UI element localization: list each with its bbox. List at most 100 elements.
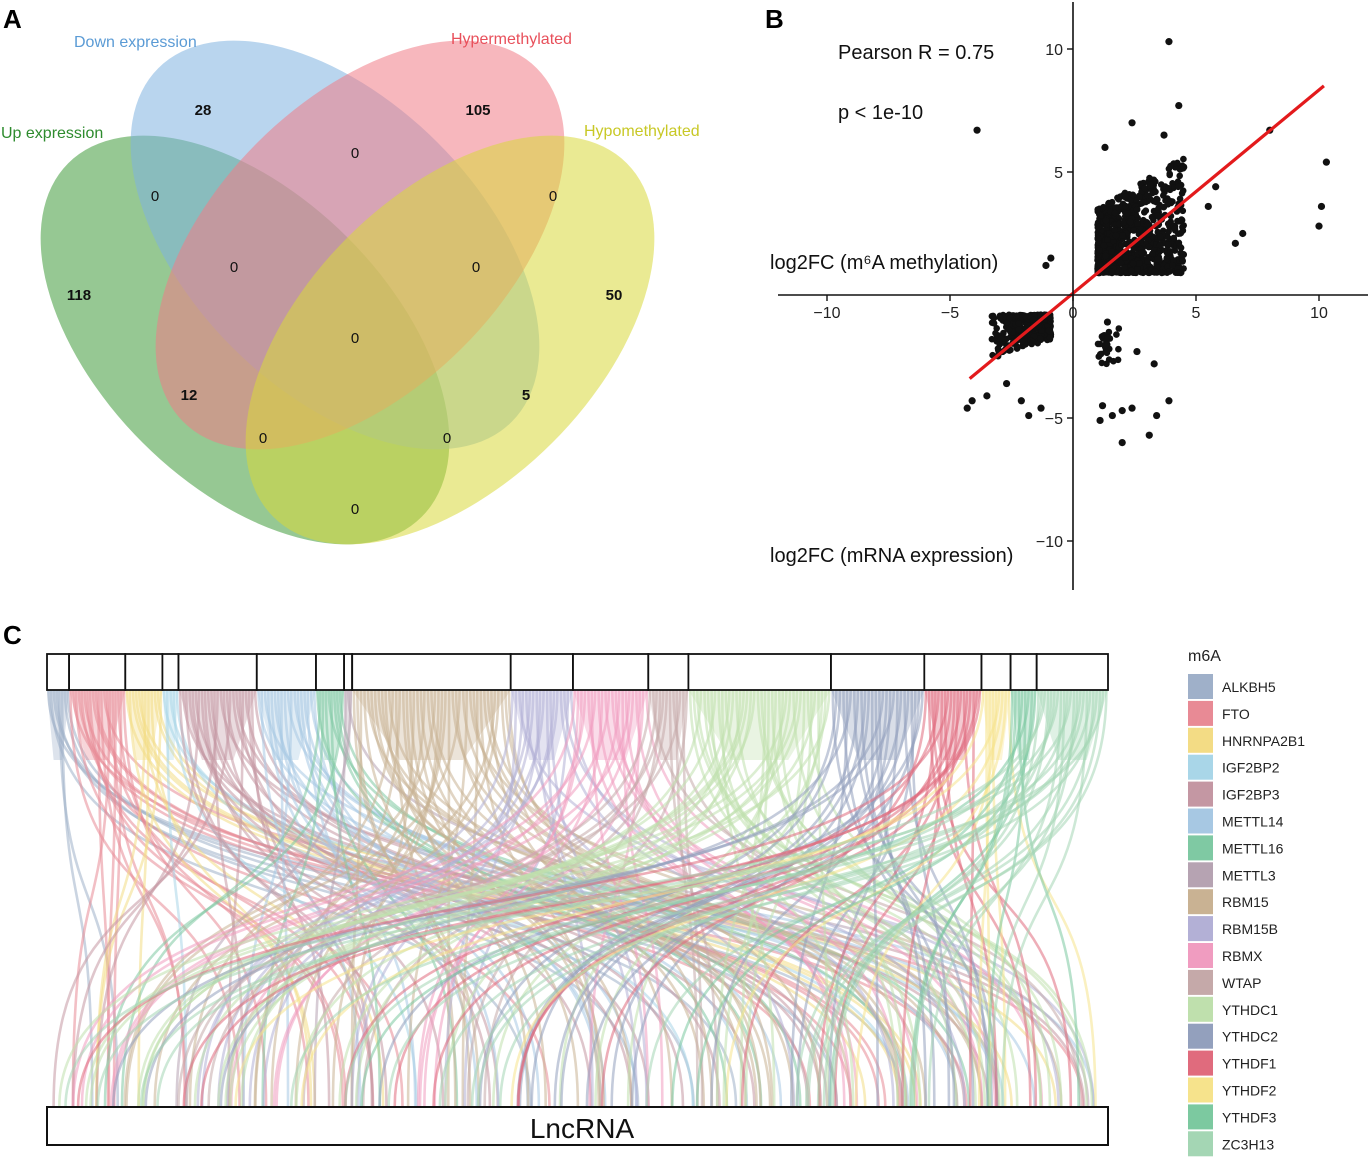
alluvial-link: [242, 689, 293, 1108]
x-tick-label: −5: [941, 305, 959, 322]
alluvial-top-segment: [923, 653, 983, 691]
scatter-point: [1155, 206, 1162, 213]
scatter-point: [994, 345, 1002, 352]
scatter-point: [1174, 183, 1182, 191]
alluvial-top-segment: [255, 653, 317, 691]
venn-label-up-expression: Up expression: [1, 125, 103, 142]
legend-swatch: [1188, 1023, 1213, 1049]
legend-swatch: [1188, 996, 1213, 1022]
venn-count-up-only: 118: [67, 287, 91, 304]
alluvial-link: [88, 689, 347, 1108]
scatter-point: [1180, 251, 1187, 258]
venn-count-down-hyper-hypo: 0: [472, 259, 480, 276]
scatter-point: [983, 392, 991, 400]
legend-swatch: [1188, 700, 1213, 726]
scatter-point: [1179, 187, 1187, 194]
legend-swatch: [1188, 674, 1213, 699]
alluvial-link: [89, 689, 831, 1108]
alluvial-fan: [256, 690, 317, 760]
scatter-point: [1164, 201, 1172, 208]
legend-label: YTHDC1: [1222, 1002, 1278, 1018]
scatter-point: [1179, 257, 1186, 265]
scatter-point: [1101, 143, 1109, 151]
legend-swatch: [1188, 754, 1213, 780]
scatter-point: [1002, 379, 1011, 388]
scatter-point: [1029, 338, 1036, 346]
scatter-point: [1120, 219, 1127, 227]
alluvial-link: [549, 689, 648, 1108]
alluvial-fan: [178, 690, 257, 760]
scatter-point: [1122, 193, 1129, 201]
pearson-annotation: Pearson R = 0.75: [838, 42, 994, 64]
scatter-point: [1015, 320, 1022, 327]
panel-label-c: C: [3, 620, 22, 650]
scatter-point: [1144, 258, 1151, 266]
venn-count-up-hyper-hypo: 0: [259, 430, 267, 447]
scatter-point: [1118, 407, 1126, 415]
alluvial-link: [52, 689, 232, 1108]
scatter-point: [1104, 334, 1111, 341]
scatter-point: [1160, 192, 1167, 199]
alluvial-link: [795, 689, 1095, 1108]
x-axis-label: log2FC (mRNA expression): [770, 545, 1013, 567]
alluvial-fan: [316, 690, 345, 760]
alluvial-link: [908, 689, 1076, 1108]
scatter-point: [1147, 181, 1154, 189]
venn-label-hypermethylated: Hypermethylated: [451, 31, 572, 48]
regression-line: [968, 84, 1325, 380]
scatter-point: [1105, 356, 1113, 363]
scatter-point: [1037, 404, 1045, 412]
lncrna-label: LncRNA: [530, 1113, 635, 1144]
scatter-point: [1047, 254, 1055, 262]
venn-count-hyper-hypo: 0: [549, 188, 557, 205]
legend-label: FTO: [1222, 706, 1250, 722]
alluvial-link: [280, 689, 290, 1108]
venn-ellipses: [40, 40, 655, 545]
scatter-point: [1122, 254, 1129, 261]
alluvial-link: [545, 689, 594, 1108]
x-tick-label: −10: [813, 305, 840, 322]
alluvial-link: [71, 689, 112, 1108]
legend-label: RBM15: [1222, 894, 1269, 910]
scatter-point: [1124, 210, 1131, 217]
alluvial-link: [878, 689, 927, 1108]
scatter-point: [989, 312, 997, 320]
scatter-point: [1165, 397, 1173, 405]
scatter-point: [1175, 101, 1183, 110]
scatter-point: [1153, 411, 1161, 420]
alluvial-link: [125, 689, 461, 1108]
scatter-point: [1111, 209, 1119, 217]
alluvial-link: [219, 689, 852, 1108]
alluvial-link: [74, 689, 345, 1108]
alluvial-top-segment: [1035, 653, 1109, 691]
venn-ellipse-hypomethylated: [245, 135, 655, 545]
alluvial-fan: [344, 690, 353, 760]
scatter-point: [1175, 230, 1182, 237]
scatter-point: [1129, 191, 1137, 199]
alluvial-link: [229, 689, 817, 1108]
scatter-point: [1180, 222, 1187, 229]
scatter-point: [1118, 241, 1125, 249]
alluvial-top-segment: [687, 653, 832, 691]
legend-swatch: [1188, 862, 1213, 888]
scatter-point: [1127, 196, 1135, 204]
legend-swatch: [1188, 916, 1213, 942]
alluvial-fan: [1036, 690, 1108, 760]
venn-count-up-down-hypo: 0: [443, 430, 451, 447]
alluvial-links: [47, 689, 1108, 1108]
scatter-point: [1180, 163, 1188, 171]
y-tick-label: −10: [1036, 534, 1063, 551]
scatter-point: [1315, 222, 1323, 230]
scatter-point: [1146, 174, 1153, 182]
scatter-point: [1097, 350, 1105, 358]
scatter-point: [1165, 241, 1172, 248]
venn-label-down-expression: Down expression: [74, 34, 197, 51]
alluvial-link: [300, 689, 985, 1108]
alluvial-fan: [69, 690, 126, 760]
alluvial-top-segment: [177, 653, 258, 691]
alluvial-link: [150, 689, 313, 1108]
scatter-point: [992, 329, 999, 337]
scatter-axes: −10 −5 0 5 10 10 5 −5 −10: [778, 2, 1368, 590]
scatter-point: [1171, 225, 1179, 232]
scatter-point: [1045, 327, 1053, 335]
